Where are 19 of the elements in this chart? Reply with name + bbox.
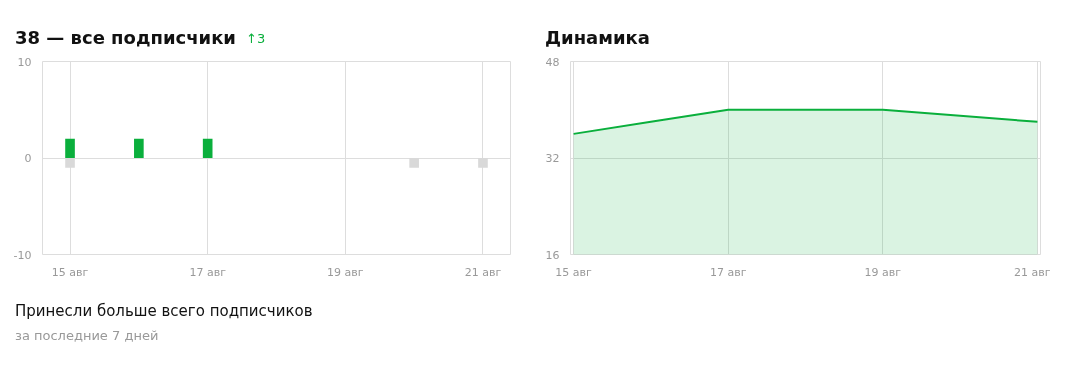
text: ↑3 bbox=[245, 30, 266, 48]
x-tick-label: 21 авг bbox=[464, 265, 502, 279]
y-tick-label: 48 bbox=[545, 55, 560, 69]
y-tick-label: 0 bbox=[24, 152, 32, 165]
x-tick-label: 19 авг bbox=[327, 265, 364, 279]
x-tick-label: 17 авг bbox=[709, 265, 747, 279]
x-tick-label: 15 авг bbox=[51, 265, 89, 279]
chart-title: 38 — все подписчики bbox=[15, 26, 236, 50]
text: Принесли больше всего подписчиков bbox=[15, 301, 313, 322]
y-tick-label: 32 bbox=[545, 152, 560, 165]
x-tick-label: 15 авг bbox=[555, 265, 593, 279]
chart-title: Динамика bbox=[545, 26, 650, 50]
y-tick-label: 16 bbox=[545, 248, 560, 262]
x-tick-label: 19 авг bbox=[864, 265, 902, 279]
x-tick-label: 21 авг bbox=[1014, 265, 1051, 279]
x-tick-label: 17 авг bbox=[189, 265, 227, 279]
y-tick-label: 10 bbox=[17, 55, 32, 69]
y-tick-label: -10 bbox=[13, 248, 32, 262]
text: за последние 7 дней bbox=[15, 327, 159, 346]
